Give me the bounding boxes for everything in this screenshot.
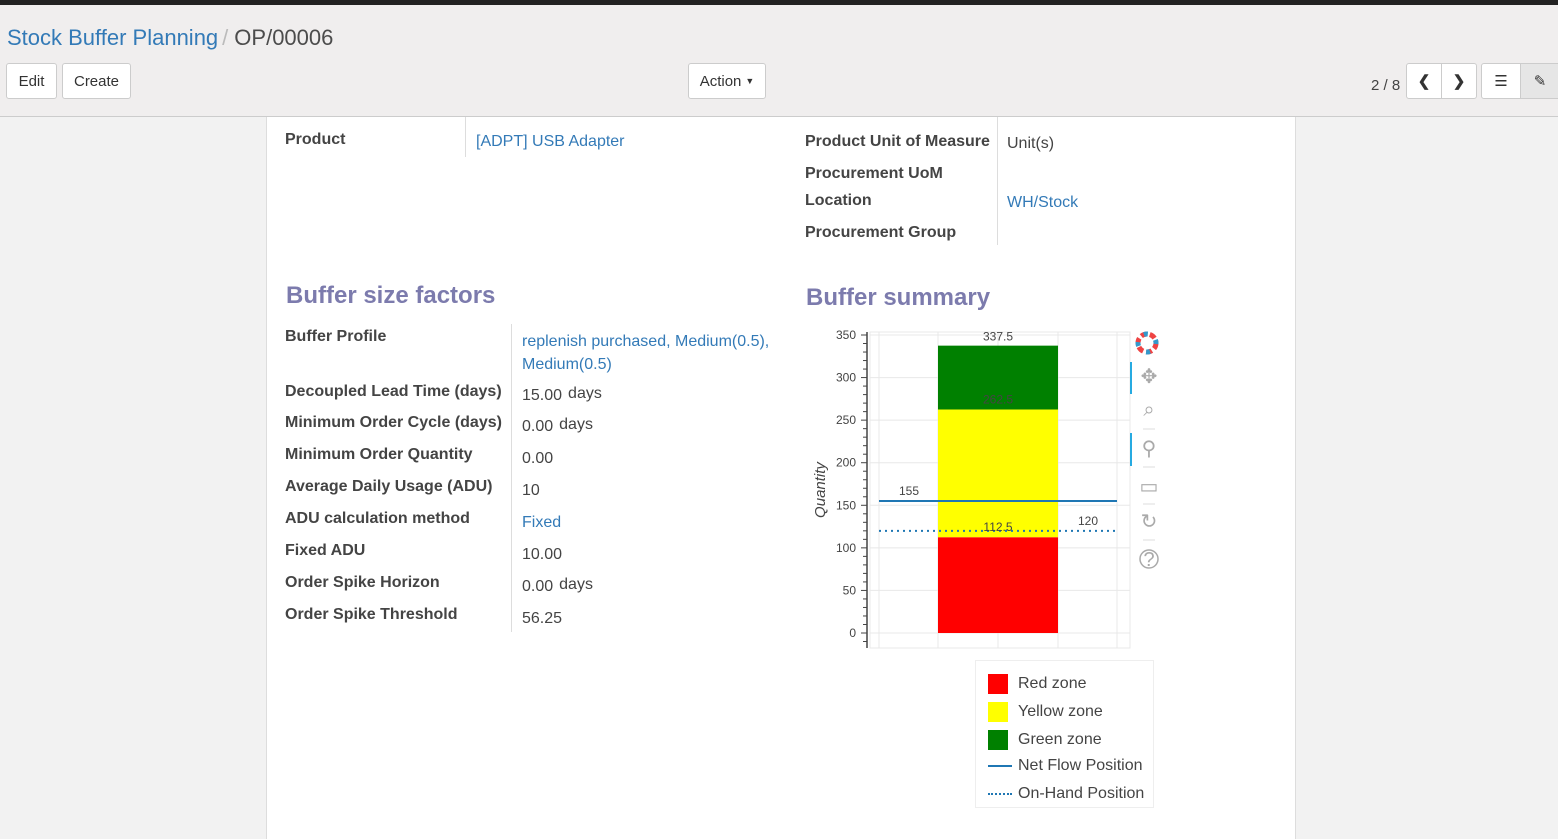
product-link[interactable]: [ADPT] USB Adapter	[476, 133, 625, 150]
factor-label: Average Daily Usage (ADU)	[285, 478, 493, 495]
help-icon[interactable]: ?	[1143, 549, 1154, 571]
factor-value[interactable]: Fixed	[522, 514, 561, 532]
factor-value: 0.00 days	[522, 576, 593, 596]
bar-label: 262.5	[983, 393, 1013, 407]
bar-green-zone	[938, 345, 1058, 410]
y-tick-label: 0	[849, 626, 856, 640]
divider	[465, 117, 466, 157]
factor-value-text[interactable]: replenish purchased, Medium(0.5),	[522, 333, 770, 350]
unit-label: days	[559, 576, 593, 593]
product-label: Product	[285, 131, 346, 148]
help-icon-ring	[1139, 549, 1159, 569]
control-panel: Stock Buffer Planning / OP/00006	[0, 5, 1558, 117]
save-icon[interactable]: ▭	[1140, 476, 1159, 498]
legend-net-flow: Net Flow Position	[988, 757, 1143, 775]
bar-label: 112.5	[983, 520, 1012, 534]
factor-value: 0.00 days	[522, 416, 593, 436]
factor-value-text[interactable]: Fixed	[522, 514, 562, 531]
uom-label: Product Unit of Measure	[805, 133, 990, 150]
legend-red: Red zone	[988, 674, 1087, 694]
bar-red-zone	[938, 537, 1058, 633]
y-tick-label: 200	[836, 456, 856, 470]
action-label: Action	[699, 72, 742, 90]
factor-label: Fixed ADU	[285, 542, 366, 559]
y-tick-label: 250	[836, 413, 856, 427]
divider	[997, 117, 998, 245]
legend-yellow: Yellow zone	[988, 702, 1103, 722]
pan-icon[interactable]: ✥	[1141, 366, 1158, 388]
pager-value: 2 / 8	[1371, 77, 1401, 94]
bokeh-logo-icon	[1135, 331, 1159, 355]
line-label: 155	[899, 484, 919, 498]
uom-value: Unit(s)	[1007, 135, 1055, 152]
form-view-button[interactable]: ✎	[1520, 63, 1558, 99]
bokeh-logo-icon	[1135, 331, 1159, 355]
action-button[interactable]: Action ▼	[688, 63, 766, 99]
factor-label: Order Spike Threshold	[285, 606, 458, 623]
factor-value-text: 10.00	[522, 546, 563, 563]
factor-value-text: 15.00	[522, 387, 563, 404]
factor-label: Order Spike Horizon	[285, 574, 440, 591]
factor-value: 10	[522, 482, 540, 500]
y-axis-label: Quantity	[812, 461, 829, 518]
bar-yellow-zone	[938, 409, 1058, 538]
edit-button[interactable]: Edit	[6, 63, 57, 99]
breadcrumb-parent[interactable]: Stock Buffer Planning	[7, 25, 219, 50]
y-tick-label: 150	[836, 498, 856, 512]
chevron-right-icon: ❯	[1452, 73, 1466, 90]
legend-on-hand: On-Hand Position	[988, 785, 1144, 803]
location-label: Location	[805, 192, 872, 209]
location-link[interactable]: WH/Stock	[1007, 194, 1079, 211]
factor-value: 0.00	[522, 450, 553, 468]
unit-label: days	[568, 385, 602, 402]
list-icon: ☰	[1494, 73, 1508, 90]
factor-value[interactable]: replenish purchased, Medium(0.5), Medium(…	[522, 331, 769, 377]
y-tick-label: 100	[836, 541, 856, 555]
factor-value: 56.25	[522, 610, 562, 628]
factor-value-text: 10	[522, 482, 540, 499]
reset-icon[interactable]: ↻	[1141, 511, 1158, 533]
factor-value-text[interactable]: Medium(0.5)	[522, 356, 612, 373]
y-tick-label: 50	[843, 583, 857, 597]
legend-green: Green zone	[988, 730, 1102, 750]
procurement-group-label: Procurement Group	[805, 224, 957, 241]
factor-label: Decoupled Lead Time (days)	[285, 383, 502, 400]
buffer-summary-title: Buffer summary	[806, 284, 991, 311]
top-bar	[0, 0, 1558, 5]
chart-legend: Red zone Yellow zone Green zone Net Flow…	[975, 660, 1154, 808]
factor-value-text: 0.00	[522, 450, 554, 467]
chevron-left-icon: ❮	[1417, 73, 1431, 90]
box-zoom-icon[interactable]: ⌕	[1143, 399, 1154, 421]
factor-label: Minimum Order Quantity	[285, 446, 473, 463]
factor-value: 10.00	[522, 546, 562, 564]
create-button[interactable]: Create	[62, 63, 131, 99]
y-tick-label: 350	[836, 328, 856, 342]
edit-icon: ✎	[1533, 73, 1547, 90]
factor-label: Buffer Profile	[285, 328, 387, 345]
next-button[interactable]: ❯	[1441, 63, 1477, 99]
factor-label: Minimum Order Cycle (days)	[285, 414, 502, 431]
factor-value: 15.00 days	[522, 385, 602, 405]
factor-value-text: 56.25	[522, 610, 563, 627]
line-label: 120	[1078, 514, 1098, 528]
caret-down-icon: ▼	[745, 76, 755, 86]
y-tick-label: 300	[836, 371, 856, 385]
factor-label: ADU calculation method	[285, 510, 470, 527]
wheel-zoom-icon[interactable]: ⚲	[1142, 438, 1157, 460]
breadcrumb-current: OP/00006	[234, 25, 334, 50]
factor-value-text: 0.00	[522, 418, 554, 435]
unit-label: days	[559, 416, 593, 433]
breadcrumb: Stock Buffer Planning / OP/00006	[7, 25, 334, 50]
list-view-button[interactable]: ☰	[1481, 63, 1521, 99]
procurement-uom-label: Procurement UoM	[805, 165, 943, 182]
bar-label: 337.5	[983, 330, 1013, 344]
divider	[511, 324, 512, 632]
buffer-size-factors-title: Buffer size factors	[286, 282, 496, 309]
factor-value-text: 0.00	[522, 578, 554, 595]
